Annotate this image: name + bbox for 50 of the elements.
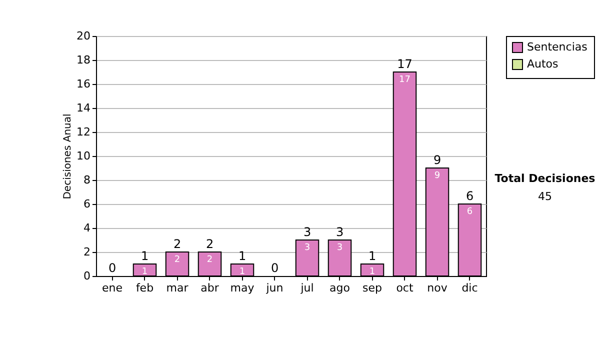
data-label: 9 [434,171,440,181]
text: 45 [537,190,553,203]
text: Total Decisiones [494,172,596,185]
y-tick-label: 18 [76,54,90,66]
x-tick-label: oct [396,282,414,294]
x-tick-label: abr [200,282,220,294]
legend-label: Autos [527,58,559,70]
data-label: 3 [304,243,310,253]
y-tick-label: 12 [76,126,90,138]
total-label: 9 [433,153,442,167]
y-tick-label: 20 [76,30,90,42]
data-label: 6 [466,207,473,217]
y-tick-label: 8 [84,174,90,186]
y-tick-label: 4 [84,222,90,234]
x-tick-label: nov [427,282,448,294]
data-label: 2 [206,255,213,265]
total-label: 2 [206,237,214,251]
y-axis-title: Decisiones Anual [62,114,74,200]
total-label: 0 [108,261,116,275]
total-label: 2 [173,237,182,251]
total-label: 3 [336,225,344,239]
data-label: 2 [174,255,180,265]
y-tick-label: 0 [84,270,90,282]
total-label: 17 [397,57,412,71]
y-tick-label: 10 [76,150,90,162]
data-label: 3 [336,243,343,253]
y-tick-label: 14 [76,102,90,114]
total-label: 1 [238,249,246,263]
data-label: 17 [399,75,410,85]
data-label: 1 [369,267,376,277]
x-tick-label: feb [136,282,154,294]
total-label: 3 [303,225,312,239]
x-tick-label: may [230,282,255,294]
x-tick-label: sep [362,282,382,294]
x-tick-label: ago [330,282,350,294]
data-label: 1 [142,267,148,277]
x-tick-label: mar [166,282,189,294]
x-tick-label: jun [265,282,284,294]
total-label: 1 [368,249,376,263]
legend-label: Sentencias [527,40,588,54]
y-tick-label: 16 [76,78,90,90]
total-label: 0 [270,261,279,275]
y-tick-label: 2 [84,246,90,258]
x-tick-label: dic [462,282,478,294]
x-tick-label: jul [300,282,314,294]
total-label: 1 [140,249,149,263]
total-label: 6 [466,189,474,203]
data-label: 1 [239,267,246,277]
y-tick-label: 6 [84,198,90,210]
x-tick-label: ene [102,282,123,294]
